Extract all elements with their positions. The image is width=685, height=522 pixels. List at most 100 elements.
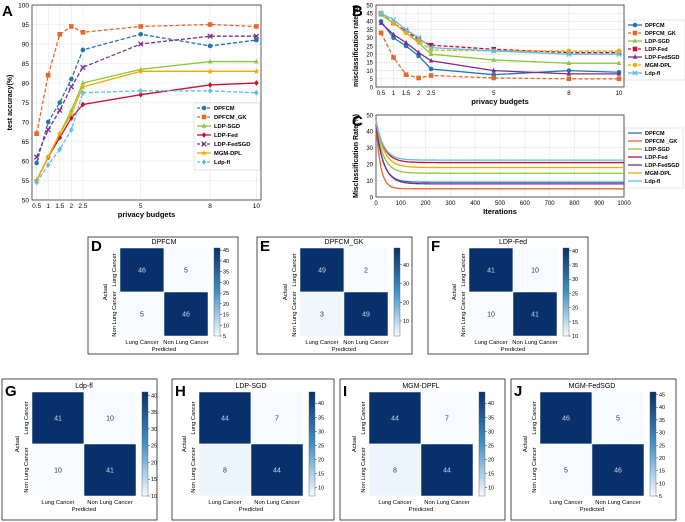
series-dpfcm [34, 31, 259, 166]
colorbar [478, 391, 486, 497]
colorbar-tick-label: 35 [223, 270, 229, 276]
heatmap-cell [591, 443, 645, 497]
colorbar [308, 391, 316, 497]
data-point [428, 42, 434, 48]
data-point [490, 48, 497, 54]
heatmap-xlabel: Predicted [409, 507, 434, 513]
data-point [57, 100, 63, 105]
heatmap-cell [83, 443, 137, 497]
data-point [137, 68, 144, 75]
plot-frame [375, 114, 625, 198]
x-tick-label: 10 [253, 203, 261, 210]
y-tick-label: 100 [18, 2, 29, 9]
colorbar-tick-label: 40 [659, 405, 665, 411]
x-tick-label: 200 [421, 201, 432, 207]
heatmap-ylabel: Actual [103, 284, 109, 300]
data-point [566, 60, 572, 66]
series-line [375, 124, 624, 185]
plot-frame [31, 4, 262, 201]
legend-marker [201, 123, 207, 128]
data-point [254, 89, 259, 96]
data-point [137, 41, 144, 47]
marker-stroke [632, 70, 638, 76]
row-label: Lung Cancer [461, 253, 467, 286]
data-point [378, 20, 384, 25]
colorbar-tick-label: 40 [488, 401, 494, 407]
panel-letter-b: B [352, 3, 363, 20]
data-point [566, 68, 572, 73]
colorbar-tick-label: 10 [659, 481, 665, 487]
colorbar [562, 247, 570, 337]
data-point [403, 39, 409, 45]
data-point [616, 51, 622, 57]
cell-value: 10 [54, 468, 62, 475]
data-point [79, 83, 86, 90]
colorbar [393, 247, 401, 337]
x-tick-label: 2.5 [78, 203, 87, 210]
x-tick-label: 1.5 [402, 91, 411, 97]
heatmap-cell [368, 443, 422, 497]
colorbar-tick-label: 10 [223, 323, 229, 329]
data-point [69, 24, 74, 29]
cell-value: 5 [184, 268, 188, 275]
colorbar-tick-label: 25 [318, 443, 324, 449]
marker-stroke [33, 154, 40, 160]
data-point [428, 73, 434, 78]
colorbar-tick-label: 10 [403, 319, 409, 325]
data-point [207, 87, 213, 94]
cell-value: 44 [221, 416, 229, 423]
panel-letter-f: F [431, 238, 440, 255]
y-tick-label: 60 [22, 158, 30, 165]
heatmap-panel-i: MGM-DPFL 44 7 8 44 Lung Cancer Non Lung Cancer… [339, 378, 506, 521]
heatmap-cell [163, 247, 209, 293]
colorbar-tick-label: 15 [318, 472, 324, 478]
legend-marker [632, 38, 638, 43]
x-tick-label: 0 [374, 201, 378, 207]
heatmap-title: DPFCM_GK [325, 239, 364, 246]
series-ldp-fed [375, 121, 624, 164]
colorbar-tick-label: 20 [403, 300, 409, 306]
cell-value: 41 [54, 416, 62, 423]
series-dpfcm [378, 19, 622, 77]
cell-value: 5 [616, 416, 620, 423]
x-axis-label: Iterations [483, 207, 517, 216]
panel-letter-e: E [260, 238, 270, 255]
panel-letter-i: I [343, 383, 347, 400]
colorbar-tick-label: 35 [659, 418, 665, 424]
x-tick-label: 2 [417, 91, 421, 97]
marker-stroke [616, 51, 622, 57]
legend-label: DPFCM_GK [214, 115, 247, 121]
y-tick-label: 15 [366, 61, 373, 67]
legend-marker [201, 105, 207, 111]
colorbar [649, 391, 657, 497]
data-point [616, 76, 622, 82]
y-tick-label: 90 [22, 41, 30, 48]
marker-stroke [45, 127, 51, 133]
series-line [375, 121, 624, 164]
marker-stroke [566, 51, 572, 57]
legend-label: LDP-Fed [214, 133, 238, 139]
marker-stroke [403, 26, 409, 33]
legend-marker [632, 46, 638, 52]
heatmap-ylabel: Actual [182, 436, 188, 452]
data-point [57, 146, 63, 153]
colorbar-tick-label: 30 [488, 429, 494, 435]
data-point [68, 84, 75, 90]
col-label: Lung Cancer [41, 500, 74, 506]
colorbar-tick-label: 25 [572, 291, 578, 297]
data-point [566, 51, 572, 57]
colorbar-tick-label: 40 [572, 249, 578, 255]
x-tick-label: 2.5 [427, 91, 436, 97]
panel-letter-c: C [352, 113, 363, 130]
y-tick-label: 50 [22, 197, 30, 204]
heatmap-ylabel: Actual [452, 284, 458, 300]
heatmap-xlabel: Predicted [501, 347, 526, 353]
cell-value: 44 [443, 468, 451, 475]
data-point [391, 31, 396, 37]
heatmap-cell [420, 443, 474, 497]
y-tick-label: 0 [370, 85, 374, 91]
colorbar-tick-label: 30 [151, 427, 157, 433]
legend-marker [632, 22, 638, 28]
y-tick-label: 45 [366, 12, 373, 18]
